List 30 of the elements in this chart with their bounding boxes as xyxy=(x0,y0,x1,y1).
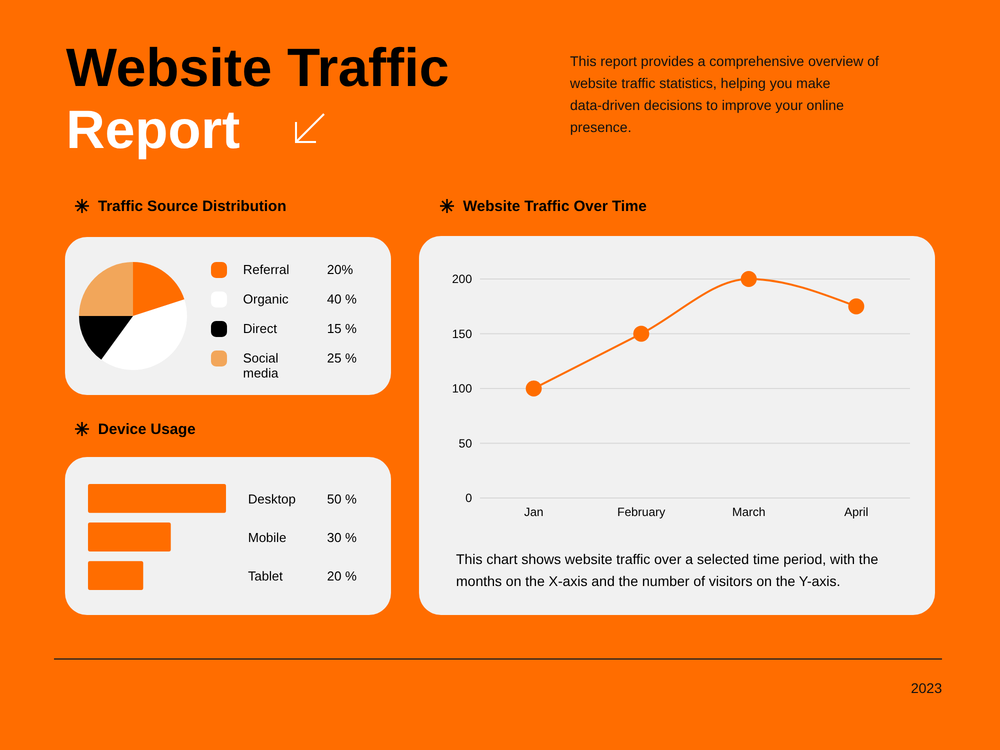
chart-title: Device Usage xyxy=(98,421,196,438)
y-tick-label: 200 xyxy=(452,272,472,286)
data-label: 20 % xyxy=(327,568,358,584)
data-label: 50 % xyxy=(327,491,358,506)
y-tick-label: 150 xyxy=(452,326,472,341)
y-tick-label: Tablet xyxy=(248,568,284,584)
y-tick-label: 0 xyxy=(465,491,472,505)
y-tick-label: Desktop xyxy=(248,491,296,506)
data-label: 15 % xyxy=(327,321,358,336)
x-tick-label: February xyxy=(617,505,666,519)
text: This report provides a comprehensive overview of website traffic statistics, helping you make data-driven decisions to improve your online presence. xyxy=(569,53,880,135)
data-label: 20% xyxy=(327,262,354,277)
chart-title: Traffic Source Distribution xyxy=(98,198,286,215)
legend-label: Direct xyxy=(243,321,278,336)
text: Website Traffic Report xyxy=(66,38,450,160)
y-tick-label: 100 xyxy=(452,382,472,396)
legend-label: Social media xyxy=(243,350,280,380)
x-tick-label: April xyxy=(844,505,868,519)
legend-label: Organic xyxy=(243,292,290,306)
x-tick-label: March xyxy=(732,505,766,519)
y-tick-label: 50 xyxy=(458,436,472,450)
text: This chart shows website traffic over a selected time period, with the months on the X-axis and the number of visitors on the Y-axis. xyxy=(456,551,878,589)
data-label: 25 % xyxy=(327,350,358,366)
x-tick-label: Jan xyxy=(524,505,544,519)
data-label: 40 % xyxy=(327,292,358,306)
legend-label: Referral xyxy=(243,262,290,277)
chart-title: Website Traffic Over Time xyxy=(463,198,647,215)
data-label: 30 % xyxy=(327,530,358,545)
y-tick-label: Mobile xyxy=(248,530,286,545)
text: 2023 xyxy=(910,680,942,696)
